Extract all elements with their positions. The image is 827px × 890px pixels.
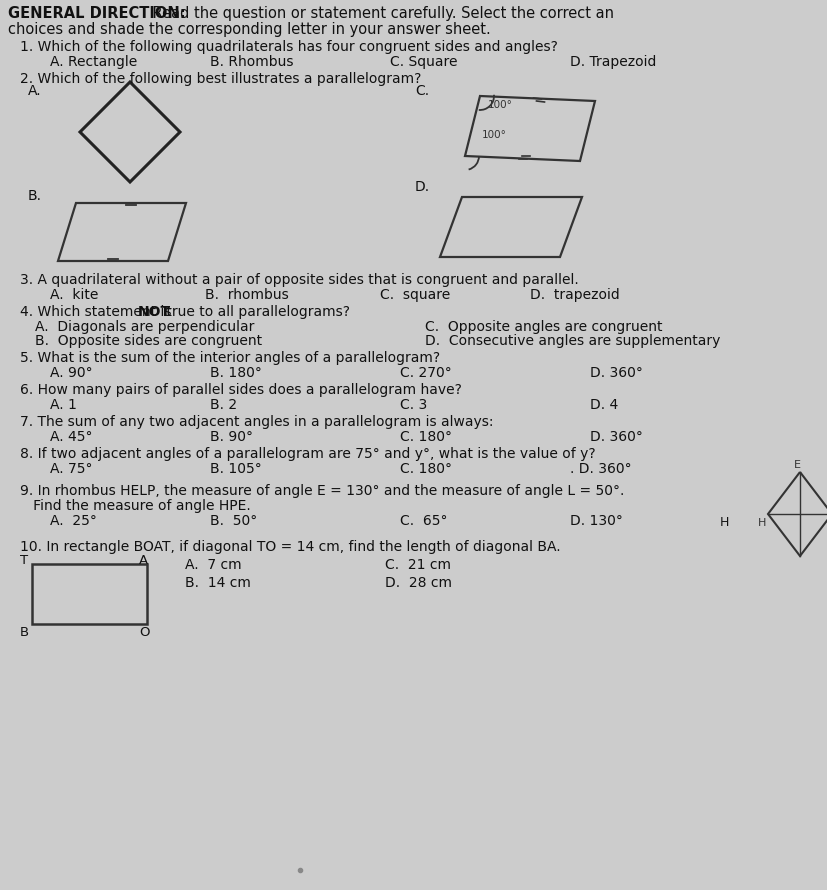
Text: O: O (139, 626, 150, 639)
Text: A.  kite: A. kite (50, 288, 98, 302)
Text: B. 105°: B. 105° (210, 462, 262, 476)
Text: D. 360°: D. 360° (590, 366, 643, 380)
Text: 2. Which of the following best illustrates a parallelogram?: 2. Which of the following best illustrat… (20, 72, 422, 86)
Text: A.  Diagonals are perpendicular: A. Diagonals are perpendicular (35, 320, 255, 334)
Text: 10. In rectangle BOAT, if diagonal TO = 14 cm, find the length of diagonal BA.: 10. In rectangle BOAT, if diagonal TO = … (20, 540, 561, 554)
Text: 100°: 100° (488, 100, 513, 110)
Text: B.  14 cm: B. 14 cm (185, 576, 251, 590)
Text: choices and shade the corresponding letter in your answer sheet.: choices and shade the corresponding lett… (8, 22, 490, 37)
Text: 8. If two adjacent angles of a parallelogram are 75° and y°, what is the value o: 8. If two adjacent angles of a parallelo… (20, 447, 595, 461)
Text: C. 3: C. 3 (400, 398, 428, 412)
Text: A. 90°: A. 90° (50, 366, 93, 380)
Text: C. Square: C. Square (390, 55, 457, 69)
Text: B.  rhombus: B. rhombus (205, 288, 289, 302)
Text: true to all parallelograms?: true to all parallelograms? (162, 305, 350, 319)
Text: 6. How many pairs of parallel sides does a parallelogram have?: 6. How many pairs of parallel sides does… (20, 383, 461, 397)
Text: B. 2: B. 2 (210, 398, 237, 412)
Text: B: B (20, 626, 29, 639)
Text: A.  25°: A. 25° (50, 514, 97, 528)
Text: H: H (758, 518, 766, 528)
Text: . D. 360°: . D. 360° (570, 462, 632, 476)
Text: B.: B. (28, 189, 42, 203)
Text: A. 45°: A. 45° (50, 430, 93, 444)
Text: C.  Opposite angles are congruent: C. Opposite angles are congruent (425, 320, 662, 334)
Text: Find the measure of angle HPE.: Find the measure of angle HPE. (20, 499, 251, 513)
Text: B. Rhombus: B. Rhombus (210, 55, 294, 69)
Text: NOT: NOT (138, 305, 171, 319)
Text: A.: A. (28, 84, 41, 98)
Text: A.  7 cm: A. 7 cm (185, 558, 241, 572)
Text: D.  trapezoid: D. trapezoid (530, 288, 619, 302)
Text: D.  Consecutive angles are supplementary: D. Consecutive angles are supplementary (425, 334, 720, 348)
Text: D. Trapezoid: D. Trapezoid (570, 55, 657, 69)
Text: A. Rectangle: A. Rectangle (50, 55, 137, 69)
Text: 5. What is the sum of the interior angles of a parallelogram?: 5. What is the sum of the interior angle… (20, 351, 440, 365)
Text: B. 180°: B. 180° (210, 366, 262, 380)
Text: C.  21 cm: C. 21 cm (385, 558, 451, 572)
Text: B.  Opposite sides are congruent: B. Opposite sides are congruent (35, 334, 262, 348)
Text: A: A (139, 554, 148, 567)
Text: A. 75°: A. 75° (50, 462, 93, 476)
Text: E: E (793, 460, 801, 470)
Text: C.  65°: C. 65° (400, 514, 447, 528)
Text: 9. In rhombus HELP, the measure of angle E = 130° and the measure of angle L = 5: 9. In rhombus HELP, the measure of angle… (20, 484, 624, 498)
Text: 1. Which of the following quadrilaterals has four congruent sides and angles?: 1. Which of the following quadrilaterals… (20, 40, 558, 54)
Bar (32, 564, 147, 624)
Text: C.: C. (415, 84, 429, 98)
Text: 3. A quadrilateral without a pair of opposite sides that is congruent and parall: 3. A quadrilateral without a pair of opp… (20, 273, 579, 287)
Text: C. 270°: C. 270° (400, 366, 452, 380)
Text: A. 1: A. 1 (50, 398, 77, 412)
Text: GENERAL DIRECTION:: GENERAL DIRECTION: (8, 6, 185, 21)
Text: C. 180°: C. 180° (400, 430, 452, 444)
Text: 4. Which statement is: 4. Which statement is (20, 305, 176, 319)
Text: D. 130°: D. 130° (570, 514, 623, 528)
Text: D. 4: D. 4 (590, 398, 619, 412)
Text: H: H (720, 516, 729, 529)
Text: 7. The sum of any two adjacent angles in a parallelogram is always:: 7. The sum of any two adjacent angles in… (20, 415, 494, 429)
Text: T: T (20, 554, 28, 567)
Text: C. 180°: C. 180° (400, 462, 452, 476)
Text: D.  28 cm: D. 28 cm (385, 576, 452, 590)
Text: 100°: 100° (482, 130, 507, 140)
Text: B.  50°: B. 50° (210, 514, 257, 528)
Text: D.: D. (415, 180, 430, 194)
Text: C.  square: C. square (380, 288, 450, 302)
Text: D. 360°: D. 360° (590, 430, 643, 444)
Text: B. 90°: B. 90° (210, 430, 253, 444)
Text: Read the question or statement carefully. Select the correct an: Read the question or statement carefully… (148, 6, 614, 21)
